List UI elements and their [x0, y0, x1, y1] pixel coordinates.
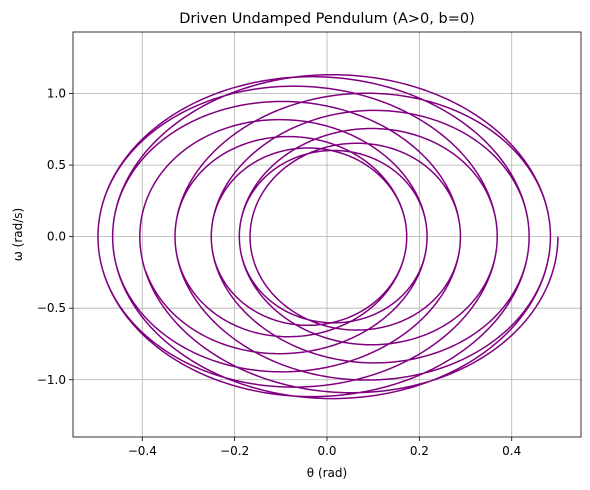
y-tick-label: 0.5	[47, 158, 66, 172]
x-axis-label: θ (rad)	[307, 466, 347, 480]
y-axis-label: ω (rad/s)	[11, 208, 25, 261]
x-tick-label: 0.4	[502, 444, 521, 458]
y-tick-label: −1.0	[37, 373, 66, 387]
series-line	[97, 73, 559, 400]
chart-title: Driven Undamped Pendulum (A>0, b=0)	[179, 11, 475, 27]
axis-ticks: −0.4 −0.2 0.0 0.2 0.4 −1.0 −0.5 0.0 0.5 1.0	[37, 87, 521, 458]
x-tick-label: −0.4	[128, 444, 157, 458]
x-tick-label: 0.0	[317, 444, 336, 458]
y-tick-label: −0.5	[37, 301, 66, 315]
y-tick-label: 1.0	[47, 87, 66, 101]
y-tick-label: 0.0	[47, 230, 66, 244]
series-layer	[97, 73, 559, 400]
x-tick-label: 0.2	[410, 444, 429, 458]
x-tick-label: −0.2	[220, 444, 249, 458]
grid	[73, 32, 581, 437]
